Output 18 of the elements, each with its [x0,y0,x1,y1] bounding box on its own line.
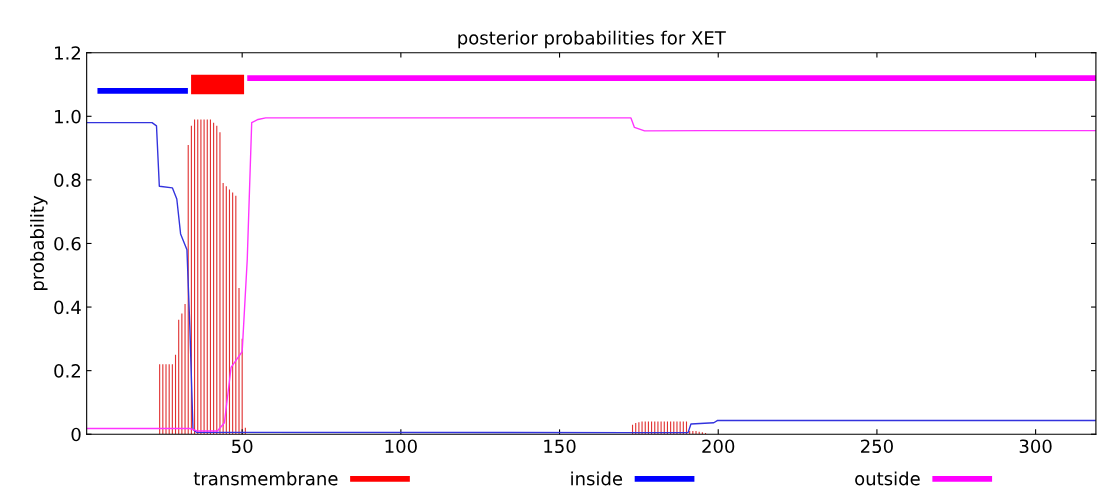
y-tick-label: 0.2 [54,364,80,378]
chart-title: posterior probabilities for XET [458,30,726,49]
y-tick-label: 0.8 [54,173,81,187]
legend-label: outside [855,471,920,486]
y-tick-label: 0 [71,427,81,442]
y-tick-label: 1.2 [55,46,80,60]
x-tick-label: 200 [702,439,735,454]
y-axis-title: probability [30,195,48,290]
x-tick-label: 100 [385,439,417,454]
x-tick-label: 300 [1019,439,1052,454]
y-tick-label: 0.4 [54,300,81,315]
x-tick-label: 250 [861,439,893,454]
x-tick-label: 50 [232,439,253,454]
y-tick-label: 1.0 [55,109,81,124]
legend-label: inside [571,471,623,486]
y-tick-label: 0.6 [54,236,81,251]
x-tick-label: 150 [544,439,576,454]
legend-label: transmembrane [193,471,338,486]
